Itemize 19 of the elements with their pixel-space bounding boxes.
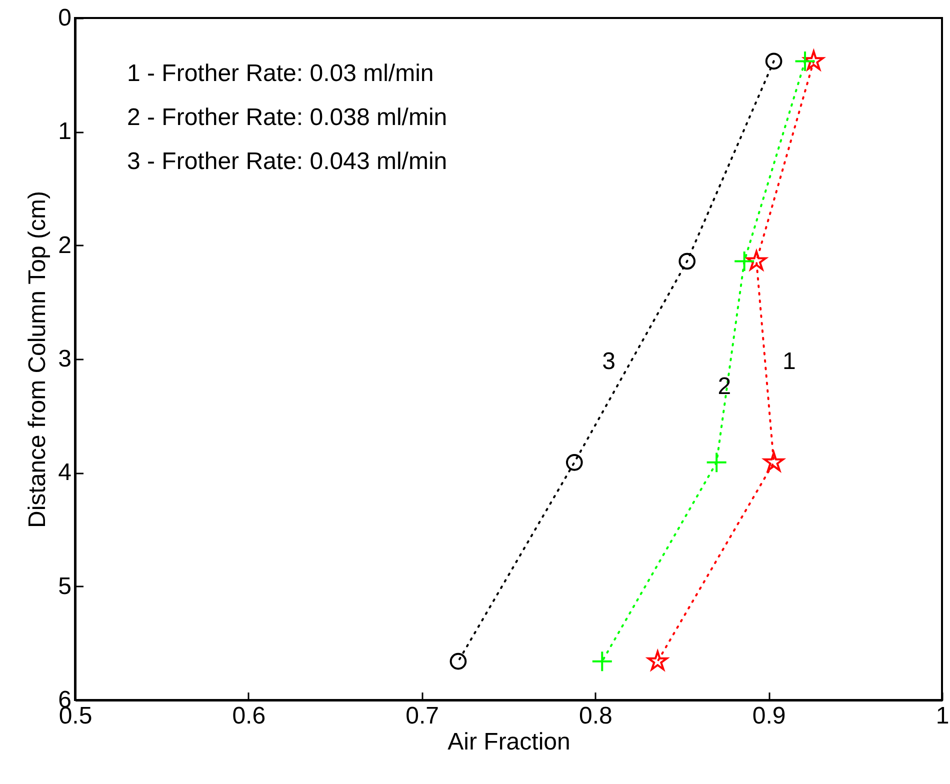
y-axis-title: Distance from Column Top (cm) (24, 191, 52, 528)
y-tick-label: 2 (58, 232, 72, 259)
y-tick-label: 4 (58, 459, 72, 486)
y-tick-label: 1 (58, 118, 72, 146)
x-tick-label: 0.6 (232, 702, 266, 730)
annotation: 2 - Frother Rate: 0.038 ml/min (127, 104, 448, 131)
x-tick-label: 0.7 (406, 702, 439, 730)
x-tick-label: 1 (936, 702, 950, 730)
annotation: 1 - Frother Rate: 0.03 ml/min (127, 60, 434, 87)
y-tick-label: 5 (58, 572, 72, 600)
y-tick-label: 0 (58, 4, 72, 32)
annotation: 3 - Frother Rate: 0.043 ml/min (127, 148, 448, 175)
series-label: 3 (602, 348, 616, 375)
x-axis-title: Air Fraction (448, 728, 570, 756)
x-tick-label: 0.9 (752, 702, 786, 730)
x-tick-label: 0.8 (579, 702, 612, 730)
series-label: 2 (718, 372, 732, 400)
y-tick-label: 3 (58, 346, 72, 372)
series-label: 1 (782, 348, 796, 375)
